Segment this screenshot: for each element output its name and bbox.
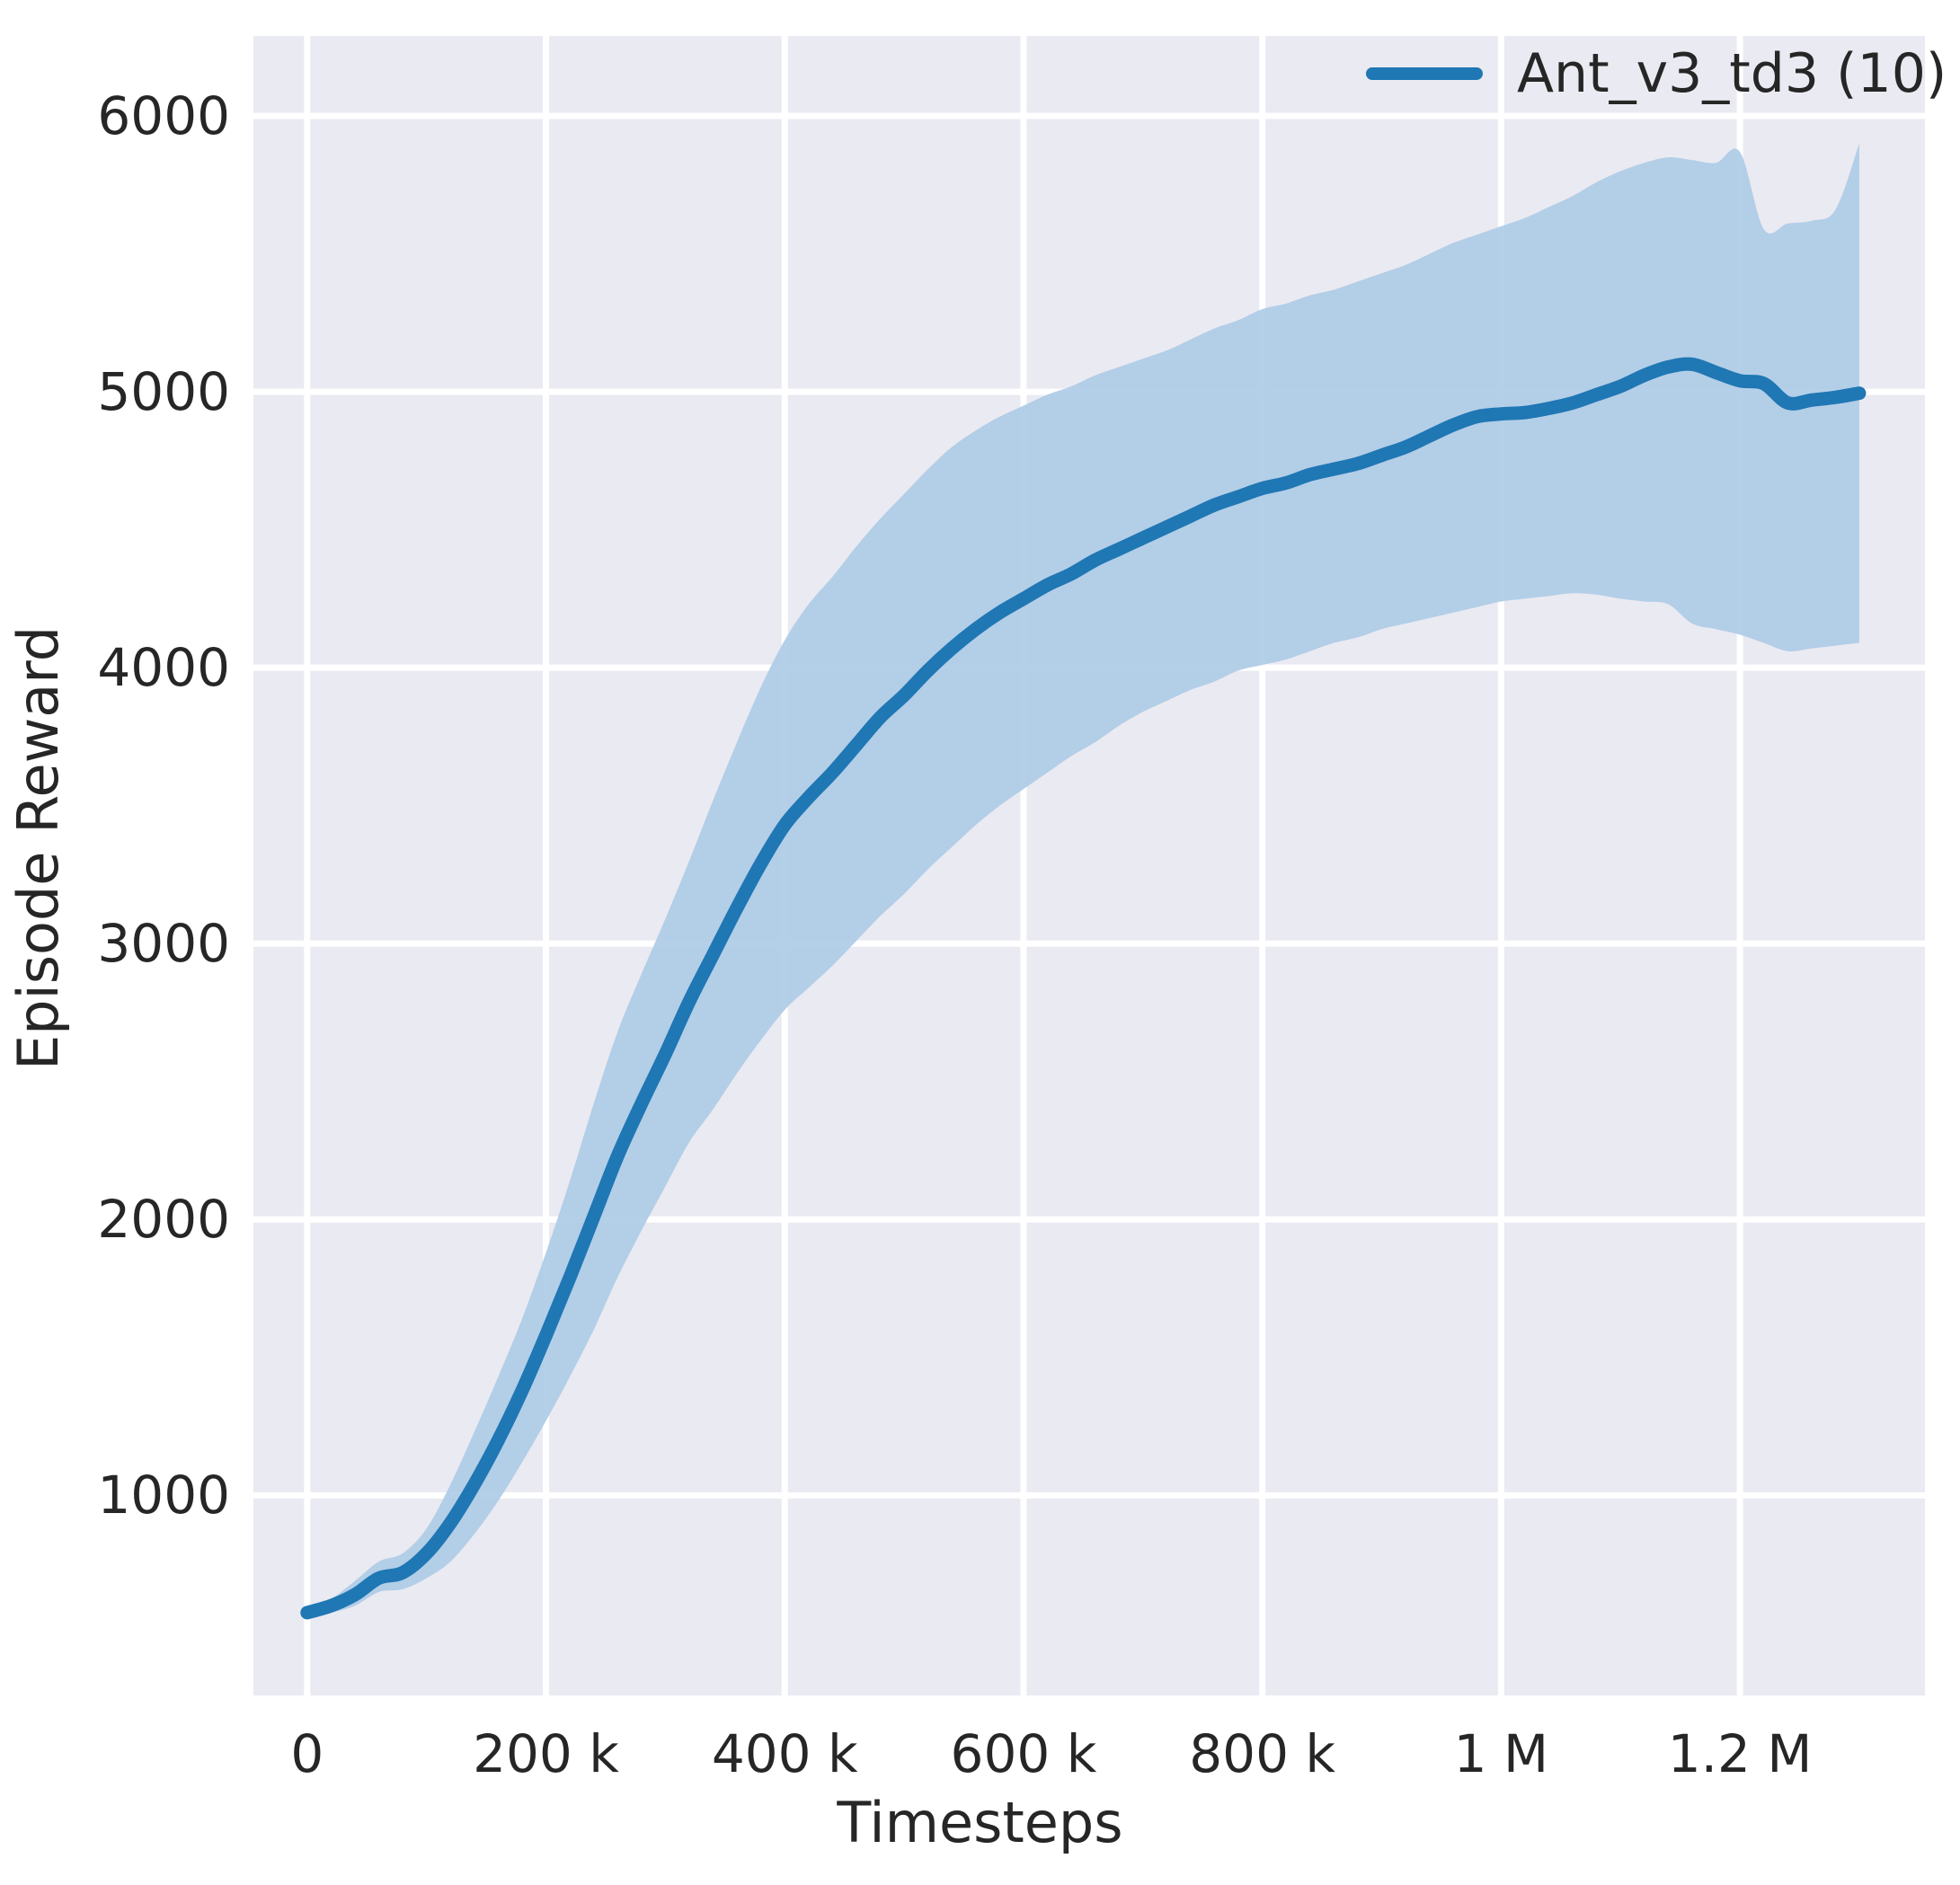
plot-area [253,36,1925,1695]
legend-line-swatch [1366,67,1483,80]
y-tick-label: 6000 [97,85,230,147]
x-tick-label: 400 k [711,1723,858,1784]
y-tick-label: 5000 [97,361,230,423]
x-tick-label: 800 k [1189,1723,1336,1784]
y-tick-label: 2000 [97,1189,230,1251]
legend: Ant_v3_td3 (10) [1366,47,1947,101]
y-axis-title: Episode Reward [0,0,77,1695]
x-tick-label: 1 M [1453,1723,1549,1784]
x-tick-label: 0 [290,1723,324,1784]
y-tick-label: 1000 [97,1465,230,1527]
x-tick-label: 1.2 M [1667,1723,1813,1784]
y-tick-label: 3000 [97,913,230,975]
x-tick-label: 200 k [473,1723,619,1784]
y-tick-label: 4000 [97,637,230,699]
y-axis-title-text: Episode Reward [5,625,71,1070]
x-tick-label: 600 k [950,1723,1097,1784]
legend-label-text: Ant_v3_td3 (10) [1517,42,1947,105]
mean-line [300,357,1867,1620]
confidence-band [306,143,1859,1617]
plot-canvas [253,36,1925,1695]
x-axis-title-text: Timesteps [837,1790,1123,1855]
